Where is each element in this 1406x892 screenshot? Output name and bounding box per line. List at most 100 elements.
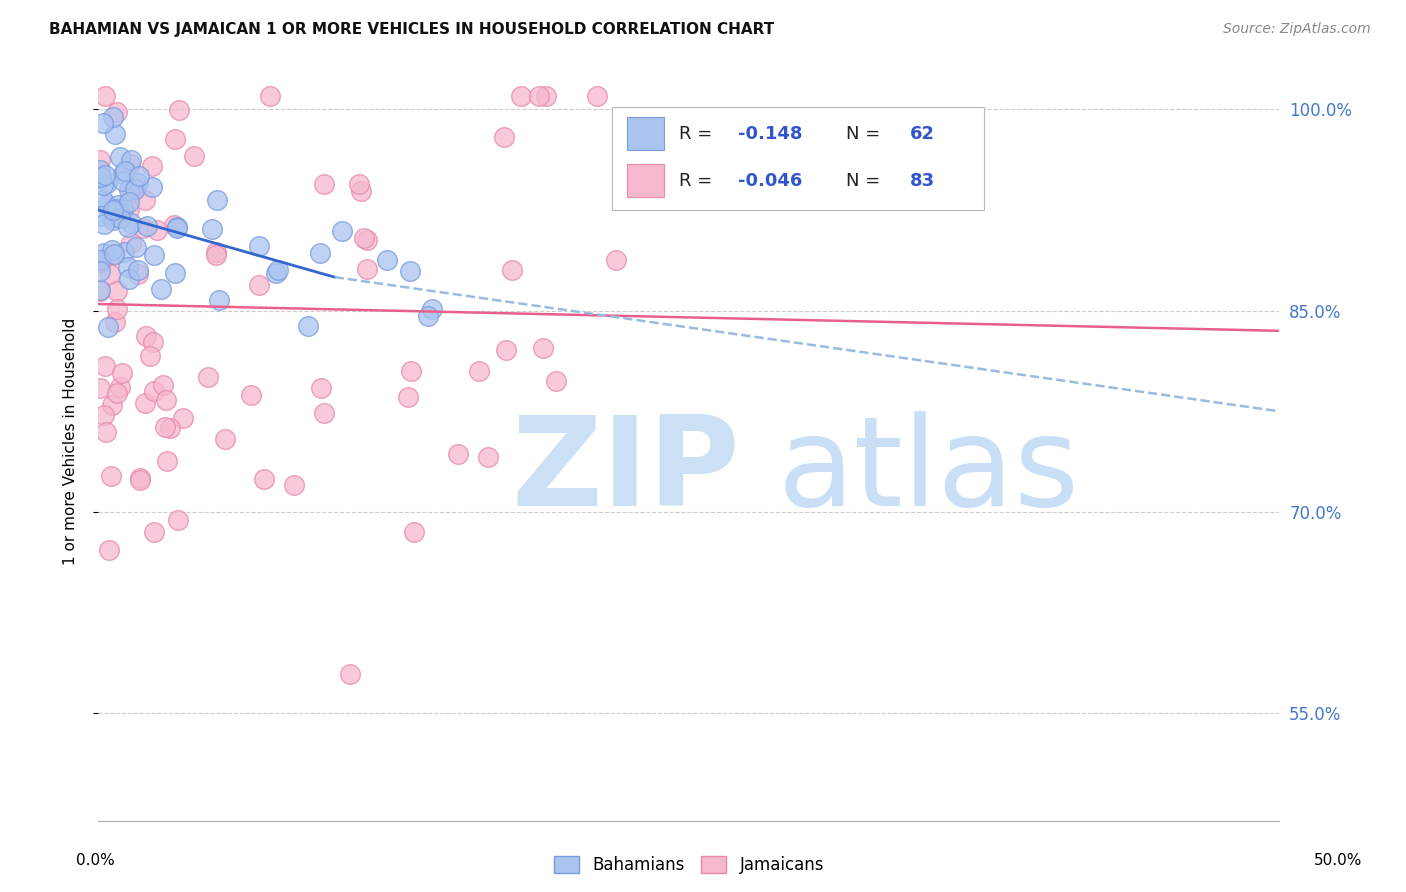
Point — [134, 396, 156, 410]
Point — [118, 202, 141, 217]
Point — [90, 209, 112, 223]
Point — [267, 263, 290, 277]
Point — [509, 89, 531, 103]
Point — [120, 236, 142, 251]
Point — [127, 263, 149, 277]
Text: atlas: atlas — [778, 411, 1080, 533]
Point — [135, 328, 157, 343]
Point — [105, 301, 128, 316]
Point — [93, 246, 115, 260]
Point — [105, 386, 128, 401]
Point — [127, 267, 149, 281]
Point — [93, 217, 115, 231]
Point — [101, 111, 124, 125]
Text: 0.0%: 0.0% — [76, 854, 115, 868]
Point — [155, 393, 177, 408]
Point — [104, 127, 127, 141]
Text: Source: ZipAtlas.com: Source: ZipAtlas.com — [1223, 22, 1371, 37]
Text: 50.0%: 50.0% — [1315, 854, 1362, 868]
Point — [156, 454, 179, 468]
Point — [422, 301, 444, 316]
Point — [297, 319, 319, 334]
Point — [118, 272, 141, 286]
Point — [396, 390, 419, 404]
Point — [89, 153, 111, 168]
Point — [339, 667, 361, 681]
Point — [208, 293, 231, 307]
Point — [105, 104, 128, 119]
Point — [350, 184, 373, 198]
Point — [112, 167, 135, 181]
Point — [247, 239, 270, 253]
Point — [534, 89, 557, 103]
Point — [404, 525, 426, 540]
Point — [127, 176, 149, 190]
Point — [103, 203, 125, 218]
Point — [166, 219, 188, 234]
Point — [93, 408, 115, 422]
Point — [253, 472, 276, 486]
Point — [398, 264, 420, 278]
Point — [501, 262, 523, 277]
Point — [531, 342, 554, 356]
Point — [108, 150, 131, 164]
Point — [353, 231, 375, 245]
Point — [104, 315, 127, 329]
Point — [134, 194, 156, 208]
Point — [495, 343, 517, 357]
Point — [247, 277, 270, 292]
Point — [118, 156, 141, 170]
Point — [152, 378, 174, 392]
Point — [114, 164, 136, 178]
Point — [105, 284, 128, 298]
Point — [214, 432, 236, 446]
Point — [159, 420, 181, 434]
Text: ZIP: ZIP — [512, 411, 741, 533]
Point — [97, 319, 120, 334]
Text: BAHAMIAN VS JAMAICAN 1 OR MORE VEHICLES IN HOUSEHOLD CORRELATION CHART: BAHAMIAN VS JAMAICAN 1 OR MORE VEHICLES … — [49, 22, 775, 37]
Point — [283, 478, 305, 492]
Point — [309, 246, 332, 260]
Point — [89, 284, 111, 298]
Point — [120, 153, 142, 167]
Point — [605, 253, 627, 268]
Text: -0.148: -0.148 — [738, 125, 803, 143]
Point — [129, 473, 152, 487]
Point — [527, 89, 550, 103]
Point — [103, 246, 125, 260]
Point — [91, 178, 114, 193]
Point — [401, 364, 423, 378]
Point — [153, 420, 176, 434]
Point — [94, 168, 117, 182]
Point — [142, 384, 165, 398]
Point — [107, 197, 129, 211]
Point — [129, 471, 152, 485]
Point — [101, 243, 124, 257]
Point — [477, 450, 499, 465]
Point — [150, 282, 173, 296]
Point — [259, 89, 281, 103]
Point — [89, 283, 111, 297]
Point — [142, 248, 165, 262]
Point — [205, 193, 228, 207]
Point — [166, 220, 188, 235]
Point — [183, 149, 205, 163]
Point — [128, 169, 150, 183]
Point — [120, 216, 142, 230]
Bar — [627, 118, 664, 150]
Point — [201, 222, 224, 236]
Point — [166, 512, 188, 526]
Point — [136, 219, 159, 233]
Point — [91, 193, 114, 207]
Point — [139, 349, 162, 363]
Text: 62: 62 — [910, 125, 935, 143]
Point — [98, 268, 121, 282]
FancyBboxPatch shape — [612, 107, 984, 210]
Point — [100, 398, 122, 412]
Point — [143, 524, 166, 539]
Point — [586, 89, 609, 103]
Point — [172, 410, 194, 425]
Text: -0.046: -0.046 — [738, 172, 803, 190]
Point — [103, 248, 125, 262]
Point — [118, 194, 141, 209]
